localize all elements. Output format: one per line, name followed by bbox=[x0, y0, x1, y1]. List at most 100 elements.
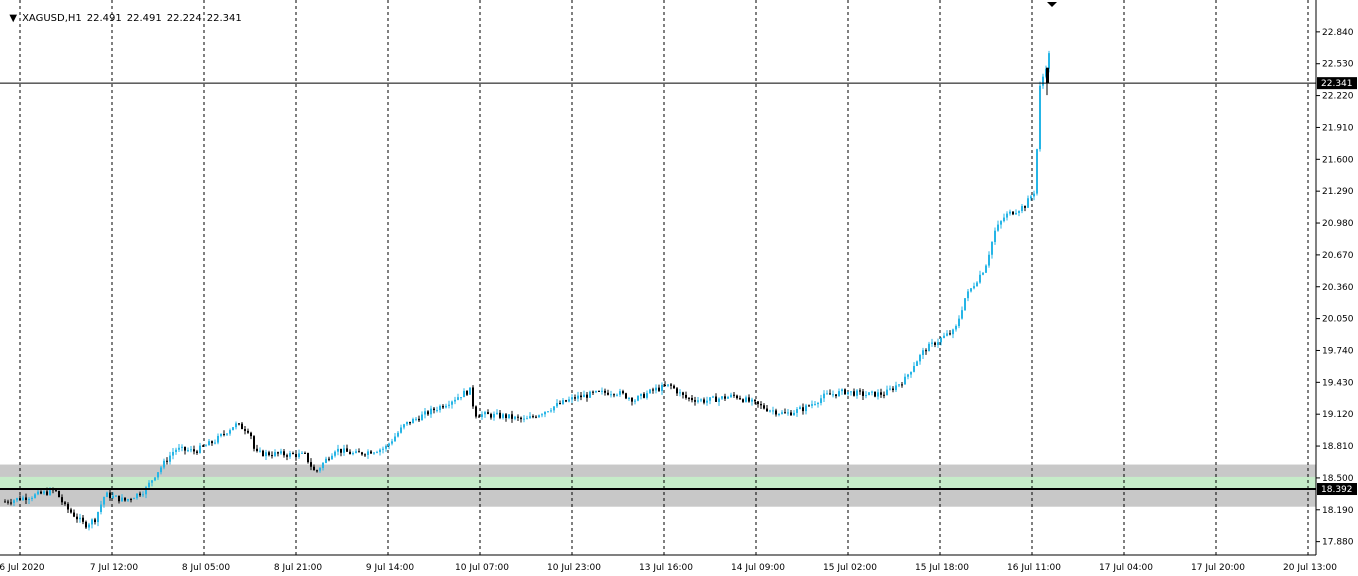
candle-body bbox=[181, 446, 183, 448]
candle-body bbox=[340, 448, 342, 453]
candle-body bbox=[757, 401, 759, 405]
candle-body bbox=[49, 489, 51, 495]
candle-body bbox=[37, 491, 39, 495]
candle-body bbox=[661, 384, 663, 391]
candle-body bbox=[91, 519, 93, 525]
candle-body bbox=[247, 430, 249, 433]
candle-body bbox=[469, 387, 471, 395]
candle-body bbox=[619, 391, 621, 395]
candle-body bbox=[163, 460, 165, 468]
candle-body bbox=[178, 447, 180, 450]
x-tick-label: 13 Jul 16:00 bbox=[639, 563, 693, 573]
candle-body bbox=[466, 390, 468, 395]
candle-body bbox=[655, 387, 657, 391]
candle-body bbox=[844, 389, 846, 395]
candle-body bbox=[316, 470, 318, 472]
candle-body bbox=[418, 418, 420, 421]
candle-body bbox=[583, 394, 585, 398]
candle-body bbox=[586, 394, 588, 398]
candle-body bbox=[865, 395, 867, 397]
candle-body bbox=[148, 482, 150, 488]
candle-body bbox=[592, 391, 594, 393]
candle-body bbox=[259, 450, 261, 452]
candle-body bbox=[442, 405, 444, 408]
candle-body bbox=[949, 333, 951, 335]
candle-body bbox=[451, 401, 453, 405]
candle-body bbox=[484, 412, 486, 415]
candle-body bbox=[76, 516, 78, 520]
candle-body bbox=[1015, 212, 1017, 215]
candle-body bbox=[532, 416, 534, 418]
candle-body bbox=[625, 393, 627, 399]
candle-body bbox=[985, 265, 987, 273]
candle-body bbox=[43, 491, 45, 494]
candle-body bbox=[118, 495, 120, 502]
candle-body bbox=[790, 412, 792, 416]
candle-body bbox=[604, 390, 606, 393]
candle-body bbox=[385, 445, 387, 449]
candle-body bbox=[154, 477, 156, 481]
candle-body bbox=[946, 333, 948, 336]
candle-body bbox=[994, 230, 996, 242]
candle-body bbox=[292, 453, 294, 455]
candle-body bbox=[652, 389, 654, 391]
candle-body bbox=[184, 446, 186, 451]
candle-body bbox=[406, 421, 408, 425]
candle-body bbox=[361, 452, 363, 455]
candle-body bbox=[472, 387, 474, 407]
candle-body bbox=[160, 467, 162, 473]
candle-body bbox=[667, 384, 669, 386]
candle-body bbox=[445, 405, 447, 408]
candle-body bbox=[352, 452, 354, 455]
last-candle-body bbox=[1046, 67, 1049, 84]
candle-body bbox=[490, 414, 492, 418]
candle-body bbox=[475, 406, 477, 417]
candle-body bbox=[463, 390, 465, 398]
y-tick-label: 22.840 bbox=[1322, 28, 1354, 38]
candle-body bbox=[226, 433, 228, 435]
candle-body bbox=[112, 495, 114, 499]
candle-body bbox=[1042, 76, 1044, 86]
candle-body bbox=[103, 497, 105, 505]
chevron-down-icon[interactable]: ▼ bbox=[9, 13, 18, 24]
candle-body bbox=[310, 462, 312, 467]
y-tick-label: 21.290 bbox=[1322, 187, 1354, 197]
candle-body bbox=[559, 403, 561, 405]
candle-body bbox=[517, 416, 519, 418]
candle-body bbox=[298, 453, 300, 458]
candle-body bbox=[748, 397, 750, 402]
candle-body bbox=[982, 272, 984, 275]
candle-body bbox=[211, 441, 213, 444]
candle-body bbox=[220, 433, 222, 436]
candle-body bbox=[286, 455, 288, 457]
candle-body bbox=[94, 519, 96, 523]
candle-body bbox=[145, 487, 147, 495]
candle-body bbox=[499, 412, 501, 418]
candle-body bbox=[229, 430, 231, 434]
candle-body bbox=[10, 502, 12, 504]
candle-body bbox=[910, 371, 912, 375]
candle-body bbox=[850, 391, 852, 393]
y-tick-label: 18.810 bbox=[1322, 442, 1354, 452]
candle-body bbox=[853, 391, 855, 396]
candle-body bbox=[676, 388, 678, 394]
candle-body bbox=[205, 445, 207, 447]
candle-body bbox=[256, 448, 258, 451]
candle-body bbox=[34, 494, 36, 498]
candle-body bbox=[100, 504, 102, 512]
candle-body bbox=[58, 490, 60, 498]
candle-body bbox=[307, 452, 309, 463]
candle-body bbox=[778, 413, 780, 415]
candle-body bbox=[502, 414, 504, 418]
candle-body bbox=[916, 361, 918, 367]
candle-body bbox=[601, 390, 603, 392]
candle-body bbox=[685, 394, 687, 398]
candle-body bbox=[991, 241, 993, 255]
chart-header: ▼ XAGUSD,H1 22.491 22.491 22.224 22.341 bbox=[3, 2, 247, 24]
candle-body bbox=[934, 342, 936, 345]
candle-body bbox=[880, 392, 882, 395]
candle-body bbox=[325, 458, 327, 463]
candle-body bbox=[670, 384, 672, 386]
candle-body bbox=[904, 376, 906, 385]
